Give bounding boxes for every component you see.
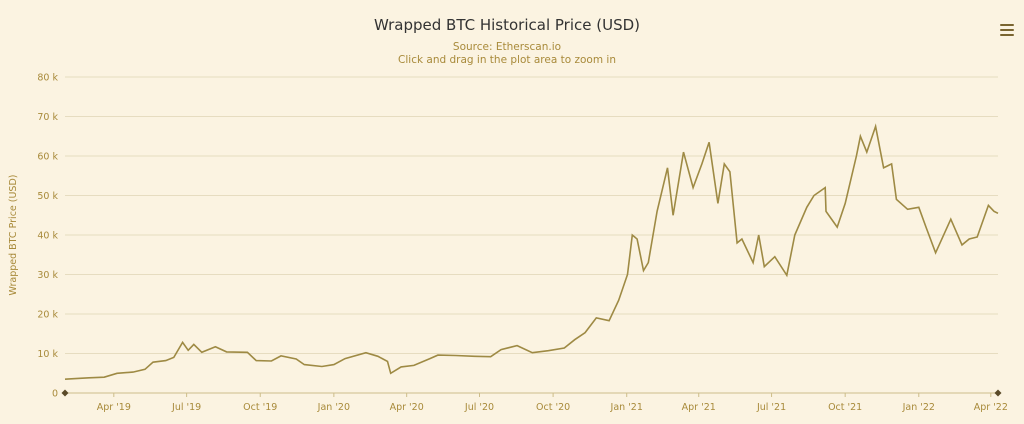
x-tick-label: Oct '20 [536, 402, 570, 413]
x-tick-label: Oct '21 [828, 402, 862, 413]
hamburger-menu-icon[interactable] [1000, 24, 1014, 36]
range-end-handle-icon[interactable] [994, 389, 1002, 397]
price-series-line [64, 123, 999, 380]
y-tick-label: 70 k [37, 112, 58, 123]
y-tick-label: 80 k [37, 73, 58, 84]
x-tick-label: Jul '20 [464, 402, 494, 413]
x-tick-label: Oct '19 [243, 402, 277, 413]
y-tick-label: 20 k [37, 310, 58, 321]
x-tick-label: Jul '21 [756, 402, 786, 413]
gridlines [65, 76, 998, 394]
x-tick-label: Jan '20 [317, 402, 350, 413]
y-tick-label: 40 k [37, 231, 58, 242]
range-start-handle-icon[interactable] [61, 389, 69, 397]
chart-subtitle: Source: Etherscan.io [452, 41, 562, 53]
y-tick-label: 0 [52, 389, 58, 400]
y-axis-label: Wrapped BTC Price (USD) [8, 175, 19, 296]
chart-title: Wrapped BTC Historical Price (USD) [373, 16, 641, 34]
x-tick-label: Jul '19 [171, 402, 201, 413]
y-tick-label: 60 k [37, 152, 58, 163]
x-tick-label: Apr '22 [974, 402, 1008, 413]
x-tick-label: Apr '21 [682, 402, 716, 413]
y-tick-label: 10 k [37, 349, 58, 360]
x-tick-label: Apr '19 [97, 402, 131, 413]
x-axis-ticks: Apr '19 Jul '19 Oct '19 Jan '20 Apr '20 Jul '… [97, 393, 1008, 413]
y-tick-label: 30 k [37, 270, 58, 281]
zoom-hint: Click and drag in the plot area to zoom … [398, 54, 616, 66]
y-axis-ticks: 0 10 k 20 k 30 k 40 k 50 k 60 k 70 k 80 k [37, 73, 58, 400]
x-tick-label: Jan '21 [610, 402, 643, 413]
x-tick-label: Apr '20 [390, 402, 424, 413]
navigator-handles[interactable] [61, 389, 1002, 397]
y-tick-label: 50 k [37, 191, 58, 202]
x-tick-label: Jan '22 [902, 402, 935, 413]
